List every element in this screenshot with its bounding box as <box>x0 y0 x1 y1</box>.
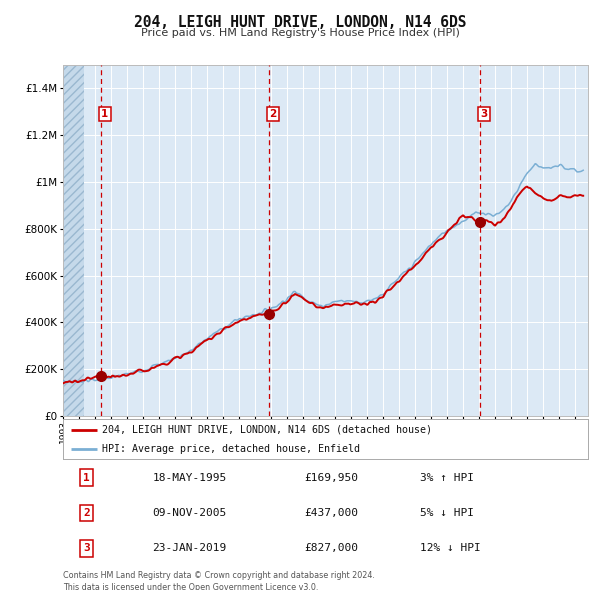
Text: 09-NOV-2005: 09-NOV-2005 <box>152 508 227 518</box>
HPI: Average price, detached house, Enfield: (2e+03, 1.71e+05): Average price, detached house, Enfield: … <box>116 372 124 379</box>
204, LEIGH HUNT DRIVE, LONDON, N14 6DS (detached house) <box>451 221 458 228</box>
HPI: Average price, detached house, Enfield: (1.99e+03, 1.44e+05): Average price, detached house, Enfield: … <box>75 379 82 386</box>
Text: 18-MAY-1995: 18-MAY-1995 <box>152 473 227 483</box>
Text: 3: 3 <box>83 543 90 553</box>
HPI: Average price, detached house, Enfield: (1.99e+03, 1.52e+05): Average price, detached house, Enfield: … <box>59 377 67 384</box>
HPI: Average price, detached house, Enfield: (2.03e+03, 1.05e+06): Average price, detached house, Enfield: … <box>580 167 587 174</box>
204, LEIGH HUNT DRIVE, LONDON, N14 6DS (detached house) <box>281 300 289 307</box>
Text: £827,000: £827,000 <box>305 543 359 553</box>
Text: 204, LEIGH HUNT DRIVE, LONDON, N14 6DS (detached house): 204, LEIGH HUNT DRIVE, LONDON, N14 6DS (… <box>103 425 433 435</box>
Text: 1: 1 <box>83 473 90 483</box>
Text: 2: 2 <box>83 508 90 518</box>
Text: HPI: Average price, detached house, Enfield: HPI: Average price, detached house, Enfi… <box>103 444 361 454</box>
Text: 12% ↓ HPI: 12% ↓ HPI <box>420 543 481 553</box>
Text: 3: 3 <box>481 109 488 119</box>
Text: 23-JAN-2019: 23-JAN-2019 <box>152 543 227 553</box>
Text: 1: 1 <box>101 109 109 119</box>
Line: 204, LEIGH HUNT DRIVE, LONDON, N14 6DS (detached house): 204, LEIGH HUNT DRIVE, LONDON, N14 6DS (… <box>63 186 583 384</box>
HPI: Average price, detached house, Enfield: (2.02e+03, 9.32e+05): Average price, detached house, Enfield: … <box>509 194 516 201</box>
204, LEIGH HUNT DRIVE, LONDON, N14 6DS (detached house) <box>59 380 67 387</box>
Text: 3% ↑ HPI: 3% ↑ HPI <box>420 473 474 483</box>
204, LEIGH HUNT DRIVE, LONDON, N14 6DS (detached house) <box>508 202 515 209</box>
Text: 5% ↓ HPI: 5% ↓ HPI <box>420 508 474 518</box>
Text: £169,950: £169,950 <box>305 473 359 483</box>
Text: £437,000: £437,000 <box>305 508 359 518</box>
Line: HPI: Average price, detached house, Enfield: HPI: Average price, detached house, Enfi… <box>63 164 583 382</box>
HPI: Average price, detached house, Enfield: (2.01e+03, 4.9e+05): Average price, detached house, Enfield: … <box>282 298 289 305</box>
204, LEIGH HUNT DRIVE, LONDON, N14 6DS (detached house) <box>430 242 437 250</box>
204, LEIGH HUNT DRIVE, LONDON, N14 6DS (detached house) <box>116 373 124 380</box>
Text: Price paid vs. HM Land Registry's House Price Index (HPI): Price paid vs. HM Land Registry's House … <box>140 28 460 38</box>
Text: 204, LEIGH HUNT DRIVE, LONDON, N14 6DS: 204, LEIGH HUNT DRIVE, LONDON, N14 6DS <box>134 15 466 30</box>
204, LEIGH HUNT DRIVE, LONDON, N14 6DS (detached house) <box>580 192 587 199</box>
204, LEIGH HUNT DRIVE, LONDON, N14 6DS (detached house) <box>523 183 530 190</box>
Text: Contains HM Land Registry data © Crown copyright and database right 2024.
This d: Contains HM Land Registry data © Crown c… <box>63 571 375 590</box>
HPI: Average price, detached house, Enfield: (2e+03, 3.1e+05): Average price, detached house, Enfield: … <box>196 340 203 347</box>
Text: 2: 2 <box>269 109 277 119</box>
HPI: Average price, detached house, Enfield: (2.02e+03, 8.12e+05): Average price, detached house, Enfield: … <box>452 222 459 230</box>
204, LEIGH HUNT DRIVE, LONDON, N14 6DS (detached house) <box>195 343 202 350</box>
HPI: Average price, detached house, Enfield: (2.02e+03, 7.45e+05): Average price, detached house, Enfield: … <box>430 238 437 245</box>
HPI: Average price, detached house, Enfield: (2.02e+03, 1.08e+06): Average price, detached house, Enfield: … <box>532 160 539 168</box>
